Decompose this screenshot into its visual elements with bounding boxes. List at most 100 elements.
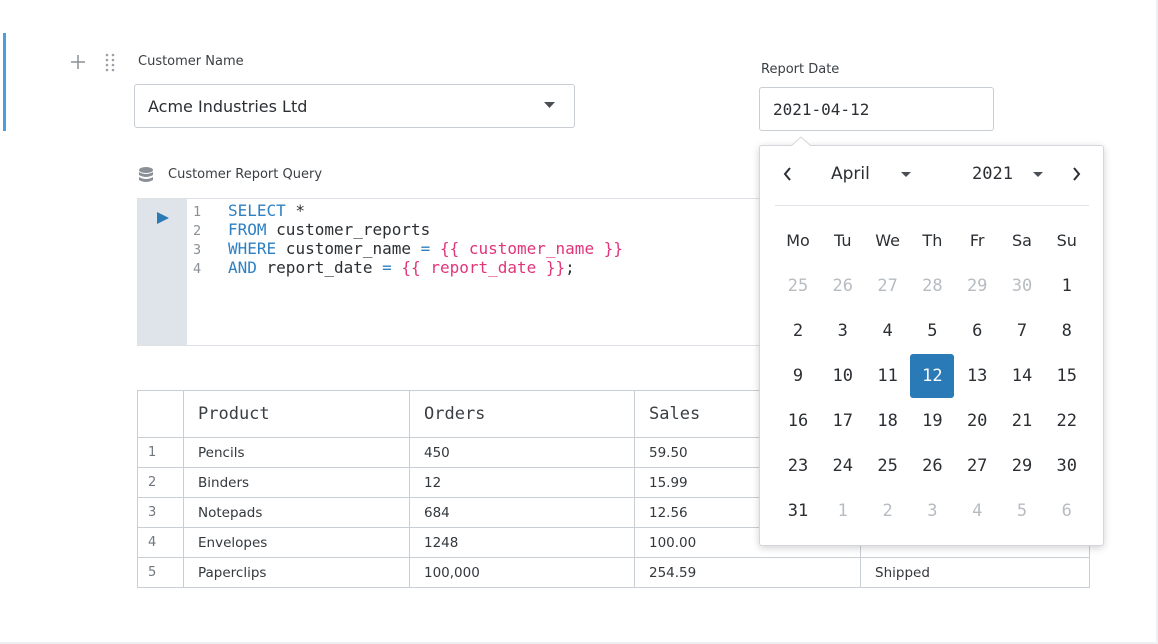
line-number: 1 <box>193 204 202 220</box>
selected-day[interactable]: 12 <box>910 354 955 398</box>
gutter <box>138 199 187 345</box>
day-cell[interactable]: 24 <box>832 456 854 476</box>
weekday: Mo <box>786 231 810 250</box>
day-cell[interactable]: 31 <box>787 501 809 521</box>
day-cell[interactable]: 27 <box>877 276 898 296</box>
day-cell[interactable]: 25 <box>877 456 898 476</box>
focus-bar <box>3 33 6 131</box>
day-cell[interactable]: 6 <box>972 321 983 341</box>
table-cell: 254.59 <box>634 557 861 588</box>
row-index: 5 <box>137 557 184 588</box>
line-number: 2 <box>193 223 202 239</box>
date-input[interactable]: 2021-04-12 <box>759 87 994 131</box>
day-cell[interactable]: 20 <box>966 411 988 431</box>
row-index: 3 <box>137 497 184 528</box>
day-cell[interactable]: 26 <box>832 276 854 296</box>
weekday: Sa <box>1012 231 1032 250</box>
day-cell[interactable]: 11 <box>877 366 898 386</box>
prev-month[interactable] <box>783 167 793 181</box>
table-cell: Shipped <box>860 557 1090 588</box>
day-cell[interactable]: 4 <box>972 501 983 521</box>
code-token: * <box>285 201 306 220</box>
code-token: = <box>382 258 392 277</box>
weekday: Fr <box>969 231 985 250</box>
weekday: Su <box>1056 231 1077 250</box>
day-cell[interactable]: 28 <box>922 276 943 296</box>
day-cell[interactable]: 16 <box>787 411 809 431</box>
table-cell: 684 <box>409 497 635 528</box>
select[interactable]: Acme Industries Ltd <box>134 84 575 128</box>
table-cell: Envelopes <box>183 527 410 558</box>
code-token: = <box>420 239 431 258</box>
day-cell[interactable]: 4 <box>882 321 893 341</box>
day-cell[interactable]: 5 <box>927 321 938 341</box>
field-label: Report Date <box>761 62 840 77</box>
code-line: 3 WHERE customer_name = {{ customer_name … <box>193 239 773 258</box>
code-line: 2 FROM customer_reports <box>193 220 773 239</box>
line-number: 4 <box>193 261 202 277</box>
query-title: Customer Report Query <box>168 167 323 182</box>
day-cell[interactable]: 19 <box>922 411 943 431</box>
drag-handle[interactable] <box>105 53 115 72</box>
table-cell: 450 <box>409 437 635 468</box>
day-cell[interactable]: 17 <box>832 411 854 431</box>
code-token: {{ report_date }} <box>391 258 566 277</box>
table-cell: Paperclips <box>183 557 410 588</box>
line-number: 3 <box>193 242 202 258</box>
run-button[interactable] <box>156 211 170 225</box>
day-cell[interactable]: 29 <box>1011 456 1033 476</box>
field-label: Customer Name <box>138 54 244 69</box>
code-editor[interactable]: 1 SELECT * 2 FROM customer_reports 3 WHERE cu… <box>137 198 777 346</box>
day-cell[interactable]: 3 <box>837 321 848 341</box>
day-cell[interactable]: 5 <box>1016 501 1028 521</box>
day-cell[interactable]: 23 <box>787 456 809 476</box>
code-token: {{ customer_name }} <box>430 239 623 258</box>
day-cell[interactable]: 9 <box>792 366 804 386</box>
next-month[interactable] <box>1072 167 1082 181</box>
weekday: We <box>875 231 900 250</box>
table-cell: Notepads <box>183 497 410 528</box>
day-cell[interactable]: 30 <box>1056 456 1078 476</box>
add-icon[interactable] <box>71 55 85 69</box>
month-select[interactable]: April <box>831 164 870 184</box>
popup-arrow <box>790 136 812 147</box>
day-cell[interactable]: 26 <box>922 456 943 476</box>
day-cell[interactable]: 2 <box>882 501 893 521</box>
day-cell[interactable]: 8 <box>1061 321 1072 341</box>
code-token: WHERE <box>228 239 277 258</box>
day-cell[interactable]: 18 <box>877 411 898 431</box>
day-cell[interactable]: 1 <box>837 501 848 521</box>
day-cell[interactable]: 14 <box>1011 366 1033 386</box>
table-cell: 1248 <box>409 527 635 558</box>
code-token: customer_name <box>276 239 421 258</box>
day-cell[interactable]: 15 <box>1056 366 1078 386</box>
weekday: Tu <box>834 231 852 250</box>
row-index: 1 <box>137 437 184 468</box>
day-cell[interactable]: 25 <box>787 276 809 296</box>
caret <box>901 172 911 177</box>
day-cell[interactable]: 10 <box>832 366 854 386</box>
column-header: Product <box>183 390 410 438</box>
corner-cell <box>137 390 184 438</box>
code-lines: 1 SELECT * 2 FROM customer_reports 3 WHERE cu… <box>193 201 773 341</box>
code-token: FROM <box>228 220 267 239</box>
day-cell[interactable]: 7 <box>1016 321 1028 341</box>
code-token: customer_reports <box>266 220 431 239</box>
day-cell[interactable]: 2 <box>792 321 804 341</box>
select-value: Acme Industries Ltd <box>148 97 308 116</box>
day-cell[interactable]: 1 <box>1061 276 1072 296</box>
day-cell[interactable]: 29 <box>966 276 988 296</box>
day-cell[interactable]: 21 <box>1011 411 1033 431</box>
block-controls[interactable] <box>70 52 120 72</box>
year-select[interactable]: 2021 <box>972 164 1013 184</box>
day-cell[interactable]: 27 <box>966 456 988 476</box>
day-cell[interactable]: 3 <box>927 501 938 521</box>
day-cell[interactable]: 6 <box>1061 501 1072 521</box>
day-cell[interactable]: 30 <box>1011 276 1033 296</box>
datepicker: April 2021 Mo Tu We Th Fr Sa Su 25 26 27 28 29 30 1 2 3… <box>759 145 1104 546</box>
day-cell[interactable]: 13 <box>966 366 988 386</box>
table-row: 5 Paperclips 100,000 254.59 Shipped <box>137 557 1090 588</box>
day-cell[interactable]: 22 <box>1056 411 1078 431</box>
code-token: report_date <box>256 258 383 277</box>
